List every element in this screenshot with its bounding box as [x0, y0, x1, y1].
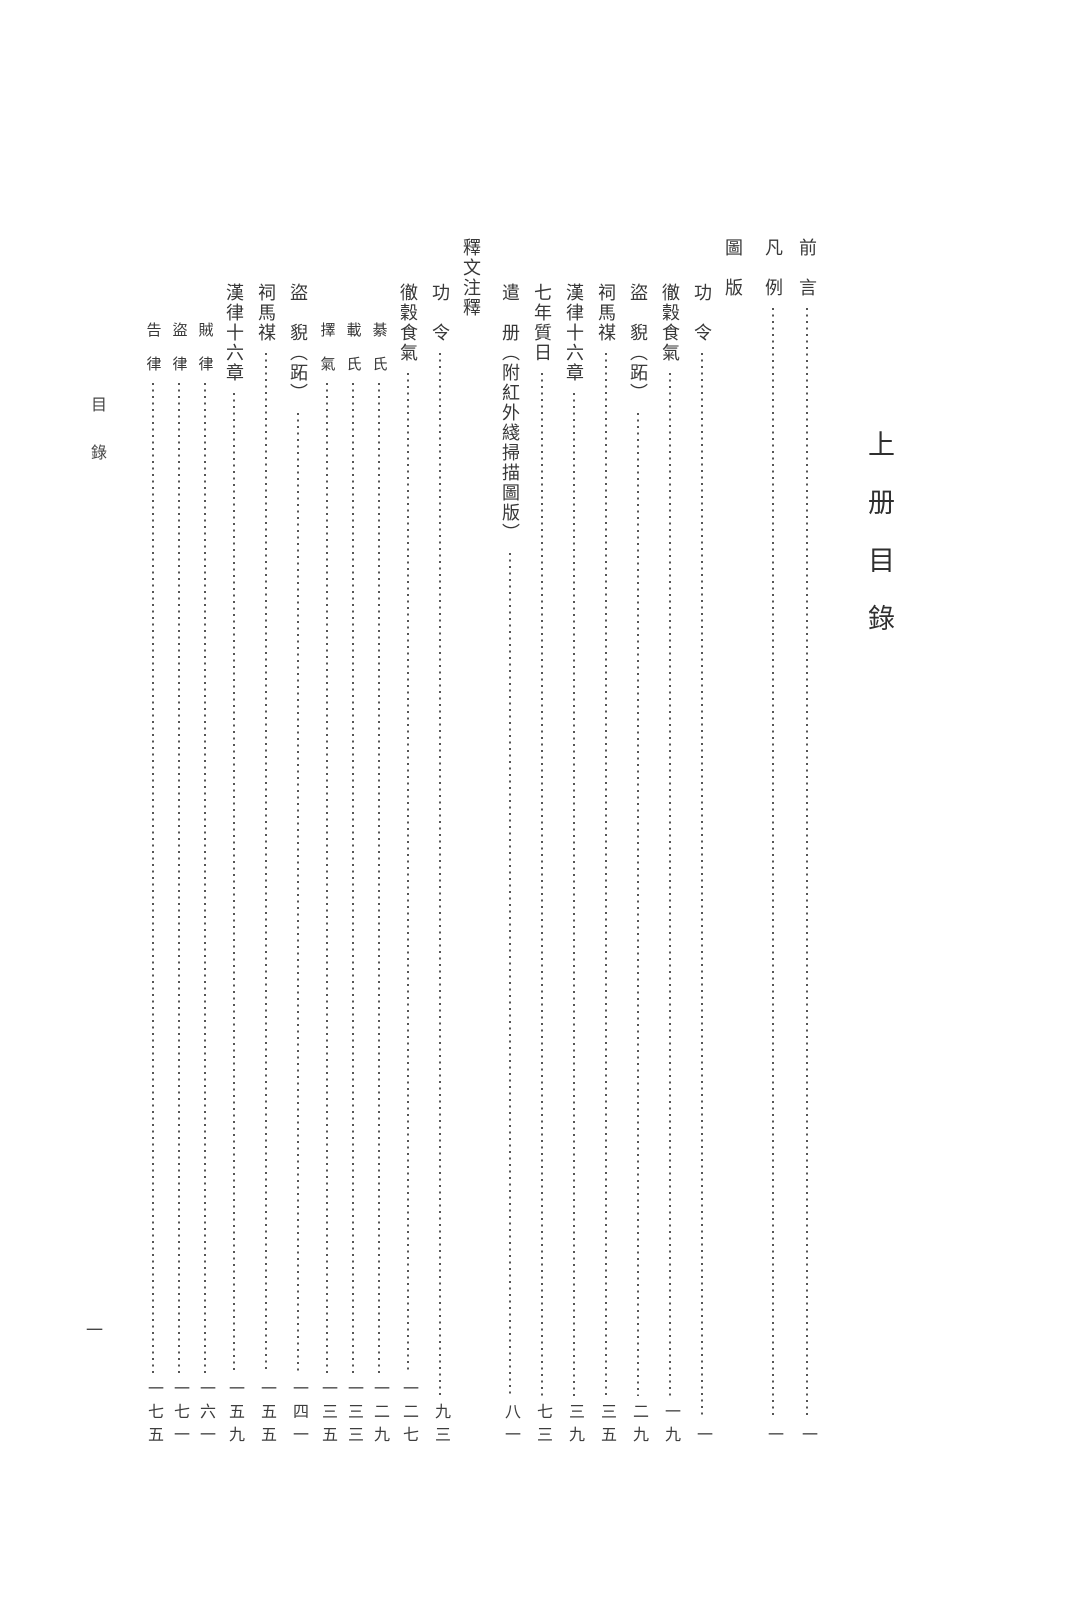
dotted-leader [326, 383, 328, 1373]
running-header: 目錄 [88, 396, 105, 492]
entry-page-number: 九三 [432, 1403, 449, 1449]
entry-page-number: 一二七 [400, 1380, 417, 1449]
entry-title: 遣 册（附紅外綫掃描圖版） [500, 283, 520, 543]
entry-title: 功 令 [430, 283, 450, 343]
entry-page-number: 一二九 [371, 1380, 388, 1449]
entry-page-number: 一三五 [319, 1380, 336, 1449]
entry-title: 七年質日 [532, 283, 552, 363]
dotted-leader [772, 308, 774, 1419]
dotted-leader [806, 308, 808, 1419]
toc-entry: 徹穀食氣 一二七 [392, 238, 424, 1449]
toc-entry: 功 令 九三 [424, 238, 456, 1449]
toc-entry: 漢律十六章 一五九 [218, 238, 250, 1449]
toc-entry: 盜 貎（跖） 一四一 [282, 238, 314, 1449]
toc-entry: 前 言 一 [790, 238, 824, 1449]
dotted-leader [178, 383, 180, 1373]
toc-list: 前 言 一 凡 例 一 圖 版 功 令 一 徹穀食氣 一九 盜 貎（跖） 二九 … [140, 238, 824, 1449]
entry-title: 漢律十六章 [564, 283, 584, 383]
dotted-leader [378, 383, 380, 1373]
toc-entry: 凡 例 一 [756, 238, 790, 1449]
entry-title: 徹穀食氣 [660, 283, 680, 363]
entry-title: 凡 例 [763, 238, 783, 298]
dotted-leader [265, 353, 267, 1373]
entry-page-number: 一七五 [145, 1380, 162, 1449]
dotted-leader [701, 353, 703, 1419]
entry-page-number: 二九 [630, 1403, 647, 1449]
toc-entry: 祠馬禖 三五 [590, 238, 622, 1449]
dotted-leader [204, 383, 206, 1373]
dotted-leader [637, 413, 639, 1396]
entry-page-number: 一 [799, 1426, 816, 1449]
entry-title: 盜 貎（跖） [628, 283, 648, 403]
toc-entry: 圖 版 [718, 238, 748, 1442]
toc-entry: 釋文注釋 [456, 238, 486, 1442]
entry-page-number: 一 [765, 1426, 782, 1449]
entry-title: 告 律 [144, 322, 161, 373]
entry-page-number: 一五九 [226, 1380, 243, 1449]
entry-title: 盜 律 [170, 322, 187, 373]
toc-entry: 告 律 一七五 [140, 238, 166, 1449]
entry-page-number: 七三 [534, 1403, 551, 1449]
toc-entry: 徹穀食氣 一九 [654, 238, 686, 1449]
entry-title: 盜 貎（跖） [288, 283, 308, 403]
toc-entry: 祠馬禖 一五五 [250, 238, 282, 1449]
entry-title: 祠馬禖 [596, 283, 616, 343]
toc-entry: 盜 貎（跖） 二九 [622, 238, 654, 1449]
entry-page-number: 一三三 [345, 1380, 362, 1449]
toc-entry: 七年質日 七三 [526, 238, 558, 1449]
entry-title: 前 言 [797, 238, 817, 298]
entry-title: 綦 氏 [370, 322, 387, 373]
entry-title: 漢律十六章 [224, 283, 244, 383]
toc-entry: 漢律十六章 三九 [558, 238, 590, 1449]
dotted-leader [541, 373, 543, 1396]
dotted-leader [352, 383, 354, 1373]
entry-title: 釋文注釋 [461, 238, 481, 318]
entry-page-number: 三五 [598, 1403, 615, 1449]
entry-title: 祠馬禖 [256, 283, 276, 343]
entry-page-number: 一 [694, 1426, 711, 1449]
dotted-leader [573, 393, 575, 1396]
dotted-leader [669, 373, 671, 1396]
toc-entry: 載 氏 一三三 [340, 238, 366, 1449]
dotted-leader [509, 553, 511, 1396]
entry-page-number: 一四一 [290, 1380, 307, 1449]
toc-entry: 盜 律 一七一 [166, 238, 192, 1449]
toc-entry: 擇 氣 一三五 [314, 238, 340, 1449]
dotted-leader [233, 393, 235, 1373]
dotted-leader [407, 373, 409, 1373]
toc-entry: 遣 册（附紅外綫掃描圖版） 八一 [494, 238, 526, 1449]
entry-page-number: 一九 [662, 1403, 679, 1449]
page-folio-number: 一 [86, 1321, 103, 1340]
entry-title: 載 氏 [344, 322, 361, 373]
entry-page-number: 三九 [566, 1403, 583, 1449]
entry-title: 徹穀食氣 [398, 283, 418, 363]
entry-title: 功 令 [692, 283, 712, 343]
dotted-leader [297, 413, 299, 1373]
dotted-leader [439, 353, 441, 1396]
entry-page-number: 一七一 [171, 1380, 188, 1449]
entry-page-number: 八一 [502, 1403, 519, 1449]
dotted-leader [152, 383, 154, 1373]
volume-title: 上册目錄 [864, 430, 894, 662]
entry-title: 圖 版 [723, 238, 743, 298]
dotted-leader [605, 353, 607, 1396]
entry-title: 賊 律 [196, 322, 213, 373]
entry-page-number: 一六一 [197, 1380, 214, 1449]
toc-entry: 功 令 一 [686, 238, 718, 1449]
toc-entry: 賊 律 一六一 [192, 238, 218, 1449]
toc-entry: 綦 氏 一二九 [366, 238, 392, 1449]
entry-title: 擇 氣 [318, 322, 335, 373]
entry-page-number: 一五五 [258, 1380, 275, 1449]
